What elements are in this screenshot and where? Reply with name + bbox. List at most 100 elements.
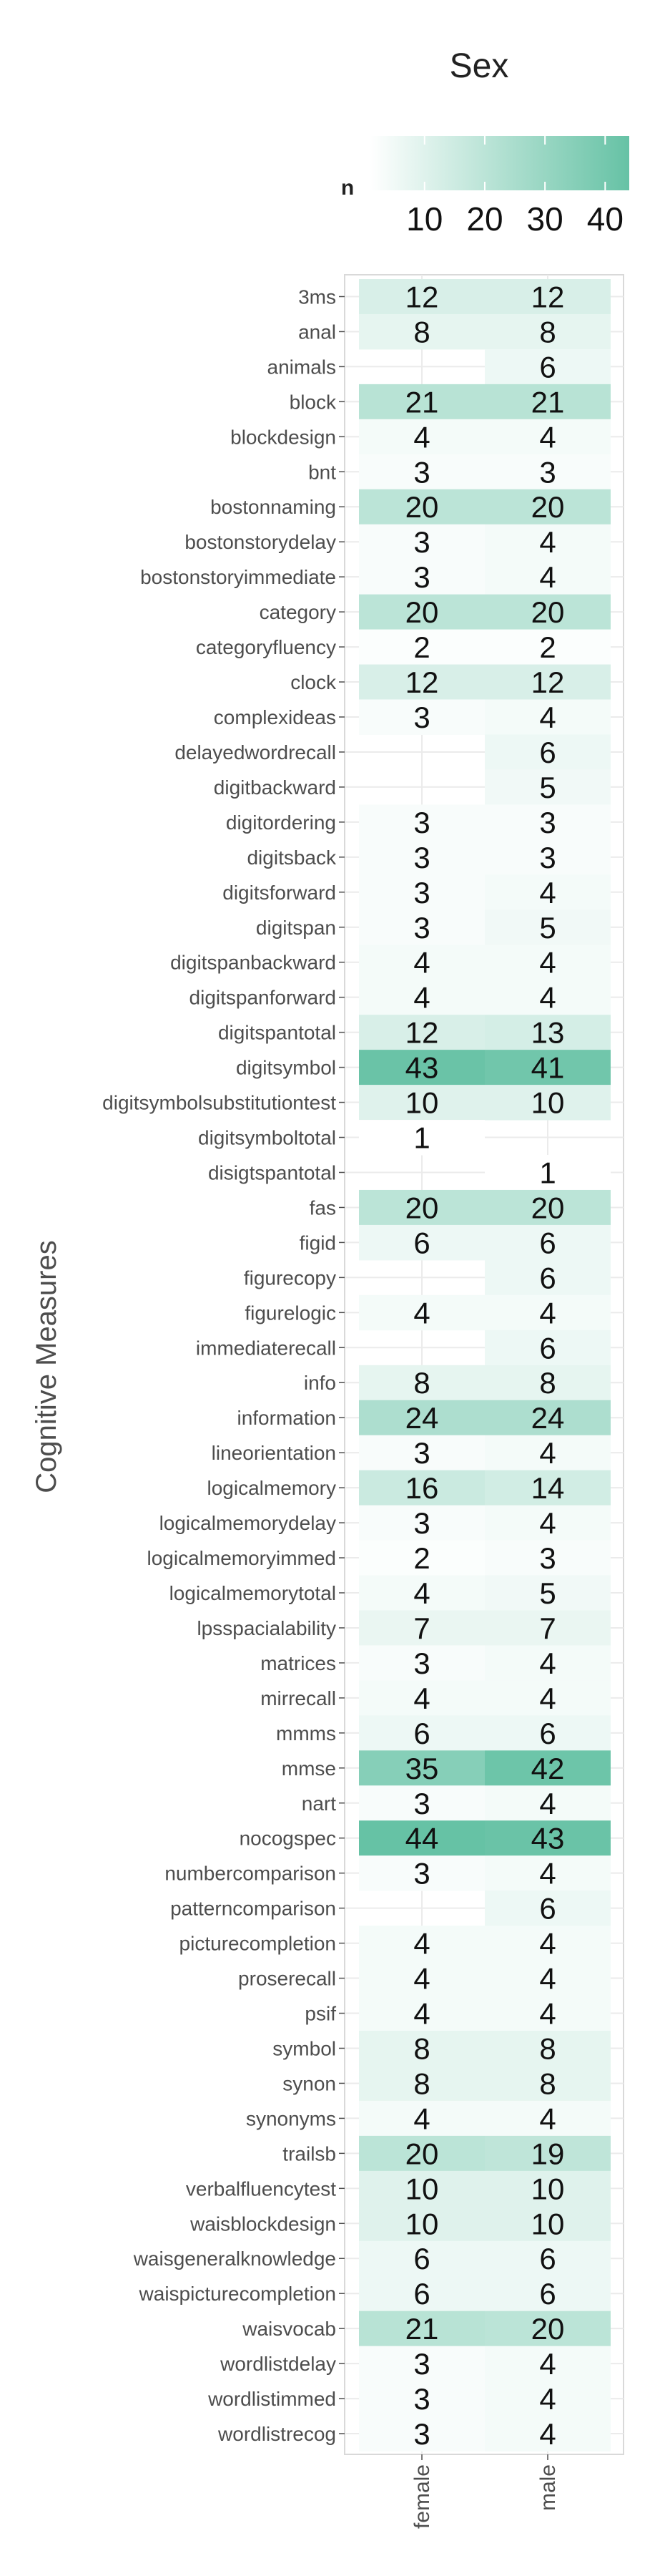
chart-title: Sex: [450, 47, 509, 85]
heatmap-cell: [359, 1855, 485, 1891]
heatmap-cell: [359, 2416, 485, 2452]
heatmap-cell: [359, 629, 485, 665]
row-label: digitsforward: [222, 882, 336, 904]
cell-value-label: 4: [413, 1296, 430, 1330]
row-label: blockdesign: [230, 426, 336, 448]
cell-value-label: 44: [405, 1822, 439, 1855]
cell-value-label: 4: [413, 420, 430, 454]
cell-value-label: 4: [539, 2347, 556, 2381]
heatmap-cell: [485, 1785, 611, 1821]
row-label: delayedwordrecall: [174, 741, 336, 763]
cell-value-label: 4: [413, 946, 430, 980]
cell-value-label: 3: [413, 1787, 430, 1820]
cell-value-label: 20: [531, 595, 565, 629]
cell-value-label: 6: [539, 1226, 556, 1259]
cell-value-label: 6: [539, 1892, 556, 1926]
heatmap-cell: [485, 2170, 611, 2207]
row-label: logicalmemoryimmed: [147, 1547, 336, 1569]
cell-value-label: 10: [531, 2207, 565, 2240]
heatmap-cell: [485, 524, 611, 560]
row-label: psif: [305, 2003, 336, 2025]
legend-tick-label: 30: [527, 200, 563, 238]
row-label: synon: [282, 2072, 336, 2094]
heatmap-cell: [485, 874, 611, 910]
row-label: information: [237, 1407, 336, 1429]
heatmap-cell: [359, 1715, 485, 1751]
cell-value-label: 3: [539, 806, 556, 839]
cell-value-label: 4: [413, 1997, 430, 2031]
cell-value-label: 4: [413, 1682, 430, 1715]
row-label: logicalmemorytotal: [169, 1582, 336, 1604]
heatmap-cell: [485, 1365, 611, 1401]
row-label: digitspanbackward: [170, 952, 336, 974]
row-label: bostonstorydelay: [184, 531, 336, 553]
cell-value-label: 4: [539, 1646, 556, 1680]
heatmap-cell: [485, 2381, 611, 2417]
heatmap-cell: [485, 1926, 611, 1961]
row-label: synonyms: [246, 2107, 336, 2129]
heatmap-cell: [359, 1435, 485, 1471]
heatmap-cell: [359, 839, 485, 875]
cell-value-label: 1: [539, 1156, 556, 1189]
heatmap-cell: [359, 1189, 485, 1226]
row-label: bostonnaming: [210, 496, 336, 518]
row-label: fas: [310, 1196, 336, 1219]
cell-value-label: 3: [539, 841, 556, 874]
heatmap-cell: [359, 1540, 485, 1576]
row-label: trailsb: [282, 2142, 336, 2165]
cell-value-label: 4: [413, 1927, 430, 1961]
cell-value-label: 3: [413, 876, 430, 909]
heatmap-cell: [359, 1961, 485, 1996]
cell-value-label: 2: [539, 630, 556, 664]
cell-value-label: 4: [539, 981, 556, 1015]
row-label: anal: [298, 321, 336, 343]
cell-value-label: 20: [405, 490, 439, 524]
heatmap-cell: [359, 2311, 485, 2347]
heatmap-cell: [359, 2240, 485, 2277]
cell-value-label: 3: [413, 1857, 430, 1890]
row-label: digitspanforward: [189, 987, 336, 1009]
heatmap-cell: [485, 348, 611, 385]
cell-value-label: 10: [531, 1086, 565, 1120]
cell-value-label: 4: [539, 701, 556, 734]
cell-value-label: 8: [413, 2031, 430, 2065]
heatmap-cell: [485, 1400, 611, 1436]
heatmap-cell: [485, 594, 611, 630]
row-label: wordlistimmed: [207, 2388, 336, 2410]
cell-value-label: 3: [413, 841, 430, 874]
heatmap-cell: [359, 1085, 485, 1121]
heatmap-cell: [359, 524, 485, 560]
heatmap-cell: [485, 980, 611, 1015]
heatmap-cell: [359, 2065, 485, 2102]
row-label: digitsymbolsubstitutiontest: [102, 1092, 336, 1114]
heatmap-cell: [359, 1505, 485, 1541]
heatmap-cell: [359, 2100, 485, 2137]
heatmap-cell: [485, 2205, 611, 2242]
row-label: waisgeneralknowledge: [133, 2248, 336, 2270]
cell-value-label: 3: [413, 1436, 430, 1470]
heatmap-cell: [359, 279, 485, 315]
heatmap-cell: [485, 1330, 611, 1366]
cell-value-label: 21: [531, 385, 565, 419]
cell-value-label: 14: [531, 1471, 565, 1505]
heatmap-cell: [485, 1575, 611, 1611]
legend-tick-label: 40: [587, 200, 624, 238]
cell-value-label: 20: [531, 2312, 565, 2346]
cell-value-label: 3: [413, 560, 430, 594]
heatmap-cell: [485, 559, 611, 595]
cell-value-label: 13: [531, 1016, 565, 1050]
cell-value-label: 12: [405, 665, 439, 699]
heatmap-cell: [485, 1680, 611, 1716]
cell-value-label: 12: [531, 280, 565, 313]
heatmap-cell: [485, 1961, 611, 1996]
cell-value-label: 43: [531, 1822, 565, 1855]
cell-value-label: 7: [413, 1611, 430, 1645]
row-label: digitsymbol: [236, 1057, 336, 1079]
cell-value-label: 3: [539, 1541, 556, 1575]
heatmap-cell: [485, 1855, 611, 1891]
row-label: verbalfluencytest: [186, 2177, 336, 2200]
heatmap-cell: [485, 1610, 611, 1646]
row-label: disigtspantotal: [208, 1161, 336, 1184]
cell-value-label: 6: [539, 1331, 556, 1365]
